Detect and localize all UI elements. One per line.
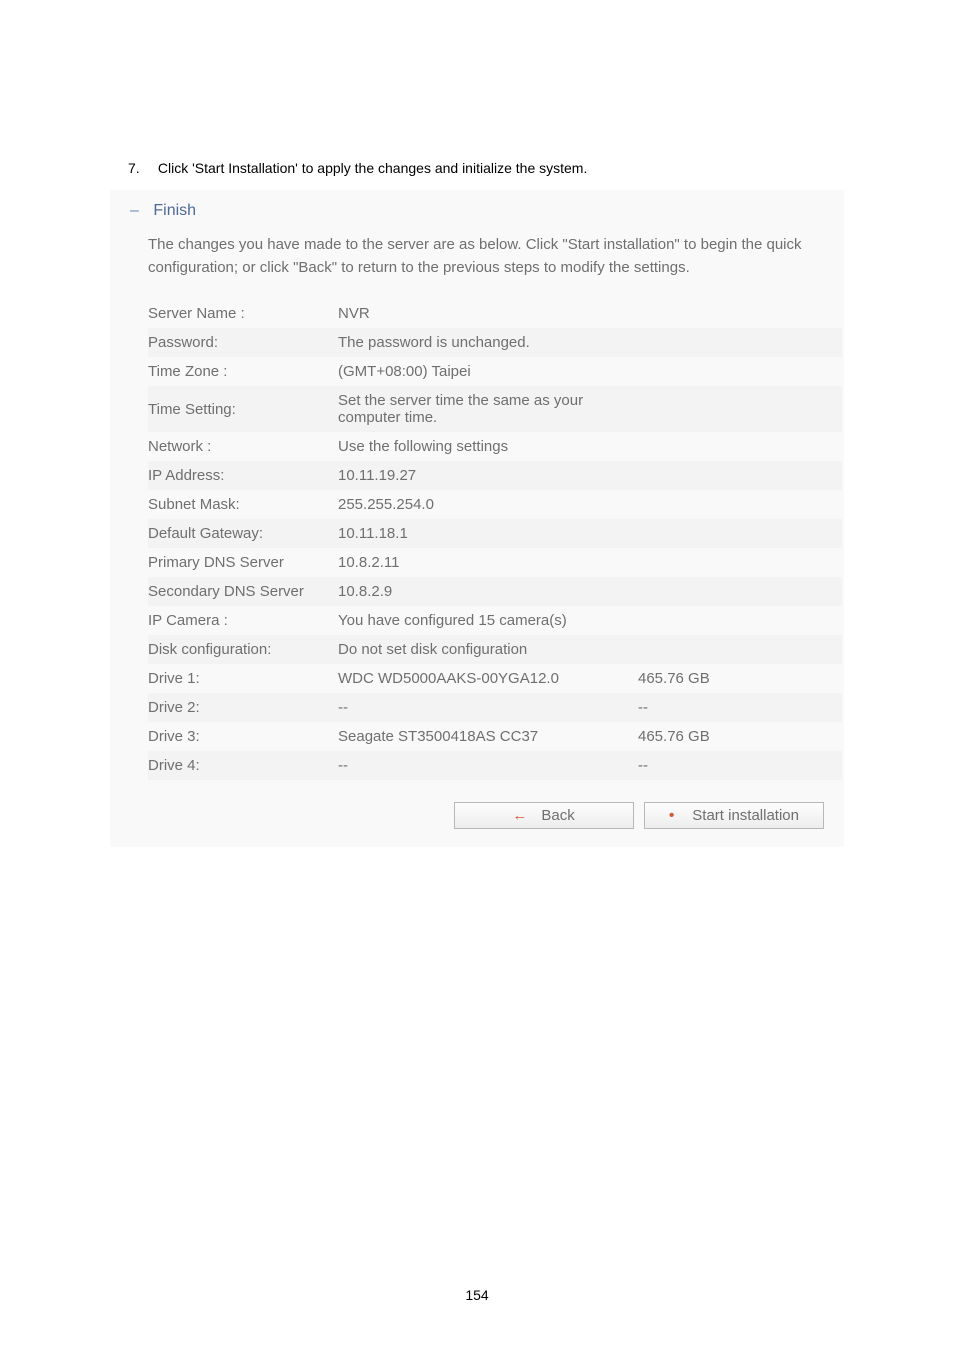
row-value-b: [638, 635, 842, 664]
start-button-label: Start installation: [692, 807, 799, 824]
instruction-line: 7. Click 'Start Installation' to apply t…: [110, 160, 844, 176]
row-value-a: NVR: [338, 299, 638, 328]
row-label: Drive 4:: [148, 751, 338, 780]
panel-description: The changes you have made to the server …: [130, 234, 824, 299]
row-value-b: 465.76 GB: [638, 722, 842, 751]
instruction-text: Click 'Start Installation' to apply the …: [158, 160, 587, 176]
dash-icon: –: [130, 202, 139, 219]
table-row: IP Camera :You have configured 15 camera…: [148, 606, 842, 635]
row-label: Subnet Mask:: [148, 490, 338, 519]
arrow-left-icon: ←: [512, 807, 527, 824]
row-label: Disk configuration:: [148, 635, 338, 664]
row-label: Network :: [148, 432, 338, 461]
row-value-a: Seagate ST3500418AS CC37: [338, 722, 638, 751]
row-value-a: The password is unchanged.: [338, 328, 638, 357]
row-value-b: [638, 432, 842, 461]
row-label: Primary DNS Server: [148, 548, 338, 577]
row-label: Time Setting:: [148, 386, 338, 432]
table-row: Time Setting:Set the server time the sam…: [148, 386, 842, 432]
row-value-b: [638, 577, 842, 606]
table-row: Drive 2:----: [148, 693, 842, 722]
panel-title: Finish: [153, 202, 196, 219]
row-value-a: 10.8.2.9: [338, 577, 638, 606]
row-value-a: Do not set disk configuration: [338, 635, 638, 664]
row-label: IP Camera :: [148, 606, 338, 635]
table-row: Drive 3:Seagate ST3500418AS CC37465.76 G…: [148, 722, 842, 751]
table-row: Drive 1:WDC WD5000AAKS-00YGA12.0465.76 G…: [148, 664, 842, 693]
row-value-a: You have configured 15 camera(s): [338, 606, 638, 635]
page-number: 154: [110, 1287, 844, 1343]
row-label: Default Gateway:: [148, 519, 338, 548]
row-value-b: [638, 299, 842, 328]
row-label: Drive 3:: [148, 722, 338, 751]
row-value-b: [638, 461, 842, 490]
row-value-b: [638, 548, 842, 577]
row-value-a: --: [338, 751, 638, 780]
table-row: Default Gateway:10.11.18.1: [148, 519, 842, 548]
table-row: Password:The password is unchanged.: [148, 328, 842, 357]
panel-header: – Finish: [130, 202, 824, 220]
button-row: ← Back • Start installation: [130, 780, 824, 829]
row-label: Time Zone :: [148, 357, 338, 386]
row-value-b: --: [638, 693, 842, 722]
row-value-a: (GMT+08:00) Taipei: [338, 357, 638, 386]
table-row: Time Zone :(GMT+08:00) Taipei: [148, 357, 842, 386]
row-value-b: [638, 519, 842, 548]
table-row: Server Name :NVR: [148, 299, 842, 328]
row-label: Password:: [148, 328, 338, 357]
back-button[interactable]: ← Back: [454, 802, 634, 829]
table-row: Primary DNS Server10.8.2.11: [148, 548, 842, 577]
row-label: Secondary DNS Server: [148, 577, 338, 606]
row-value-b: [638, 328, 842, 357]
row-label: IP Address:: [148, 461, 338, 490]
table-row: IP Address:10.11.19.27: [148, 461, 842, 490]
row-value-b: [638, 606, 842, 635]
row-value-b: --: [638, 751, 842, 780]
table-row: Secondary DNS Server10.8.2.9: [148, 577, 842, 606]
summary-table: Server Name :NVRPassword:The password is…: [148, 299, 842, 780]
bullet-icon: •: [669, 807, 674, 824]
table-row: Network :Use the following settings: [148, 432, 842, 461]
row-value-a: 255.255.254.0: [338, 490, 638, 519]
table-row: Drive 4:----: [148, 751, 842, 780]
row-value-a: --: [338, 693, 638, 722]
instruction-number: 7.: [128, 160, 154, 176]
row-label: Drive 1:: [148, 664, 338, 693]
finish-panel: – Finish The changes you have made to th…: [110, 190, 844, 847]
row-value-a: Use the following settings: [338, 432, 638, 461]
row-value-a: 10.8.2.11: [338, 548, 638, 577]
start-installation-button[interactable]: • Start installation: [644, 802, 824, 829]
row-value-b: [638, 490, 842, 519]
row-label: Server Name :: [148, 299, 338, 328]
row-value-a: 10.11.18.1: [338, 519, 638, 548]
row-value-b: [638, 357, 842, 386]
row-value-a: 10.11.19.27: [338, 461, 638, 490]
row-value-a: Set the server time the same as your com…: [338, 386, 638, 432]
row-value-b: [638, 386, 842, 432]
row-label: Drive 2:: [148, 693, 338, 722]
row-value-a: WDC WD5000AAKS-00YGA12.0: [338, 664, 638, 693]
row-value-b: 465.76 GB: [638, 664, 842, 693]
back-button-label: Back: [541, 807, 574, 824]
table-row: Disk configuration:Do not set disk confi…: [148, 635, 842, 664]
table-row: Subnet Mask:255.255.254.0: [148, 490, 842, 519]
